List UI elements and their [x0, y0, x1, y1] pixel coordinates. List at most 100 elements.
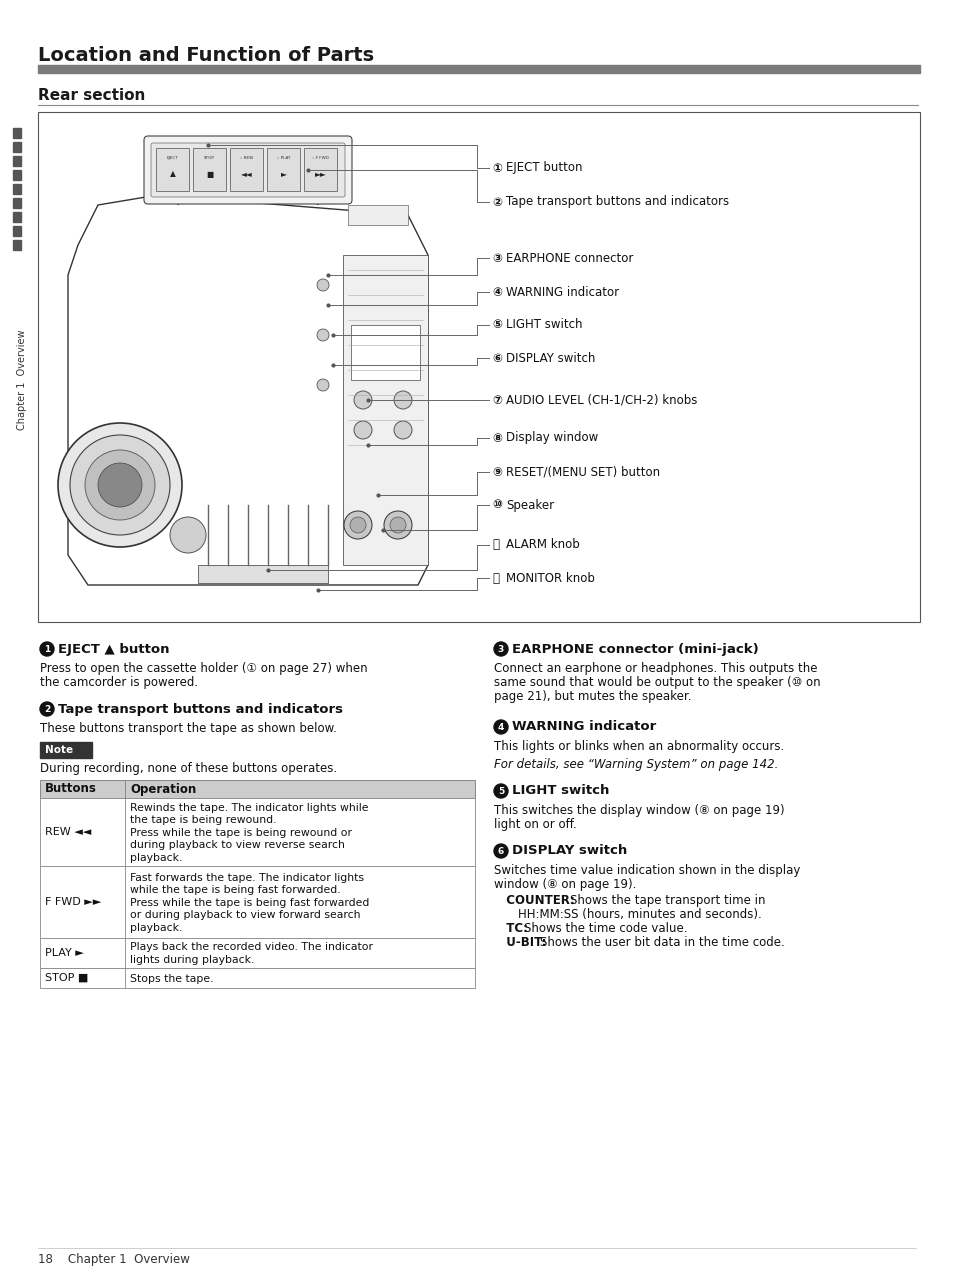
Bar: [13, 225, 21, 236]
Circle shape: [58, 423, 182, 547]
Text: while the tape is being fast forwarded.: while the tape is being fast forwarded.: [130, 885, 340, 896]
Text: ◦ F FWD: ◦ F FWD: [312, 155, 329, 161]
Text: Shows the tape transport time in: Shows the tape transport time in: [569, 894, 764, 907]
Bar: [13, 169, 21, 180]
Text: LIGHT switch: LIGHT switch: [505, 318, 582, 331]
Bar: [40, 741, 91, 758]
Bar: [40, 866, 475, 938]
Circle shape: [394, 391, 412, 409]
Text: DISPLAY switch: DISPLAY switch: [512, 845, 626, 857]
Text: 1: 1: [44, 645, 51, 654]
Bar: [40, 968, 475, 989]
Text: 6: 6: [497, 846, 503, 856]
Text: HH:MM:SS (hours, minutes and seconds).: HH:MM:SS (hours, minutes and seconds).: [517, 908, 760, 921]
Text: Press while the tape is being fast forwarded: Press while the tape is being fast forwa…: [130, 898, 369, 908]
Text: Operation: Operation: [130, 782, 196, 795]
Text: ⑧: ⑧: [492, 432, 501, 445]
Text: Plays back the recorded video. The indicator: Plays back the recorded video. The indic…: [130, 943, 373, 953]
Bar: [40, 938, 475, 968]
Circle shape: [494, 642, 507, 656]
Bar: [13, 211, 21, 222]
Bar: [267, 148, 299, 191]
Text: EARPHONE connector (mini-jack): EARPHONE connector (mini-jack): [512, 642, 758, 656]
Text: Display window: Display window: [505, 432, 598, 445]
Circle shape: [40, 642, 54, 656]
Bar: [13, 141, 21, 152]
Text: same sound that would be output to the speaker (⑩ on: same sound that would be output to the s…: [494, 676, 820, 689]
Bar: [348, 205, 408, 225]
Text: ⑫: ⑫: [492, 572, 498, 585]
Text: COUNTER:: COUNTER:: [497, 894, 574, 907]
Text: MONITOR knob: MONITOR knob: [505, 572, 595, 585]
Text: These buttons transport the tape as shown below.: These buttons transport the tape as show…: [40, 722, 336, 735]
Text: ►►: ►►: [314, 169, 326, 178]
Text: This switches the display window (⑧ on page 19): This switches the display window (⑧ on p…: [494, 804, 783, 817]
Bar: [156, 148, 189, 191]
Text: PLAY ►: PLAY ►: [45, 948, 84, 958]
Text: REW ◄◄: REW ◄◄: [45, 827, 91, 837]
Text: ⑤: ⑤: [492, 318, 501, 331]
Text: Shows the user bit data in the time code.: Shows the user bit data in the time code…: [539, 936, 784, 949]
Text: 2: 2: [44, 705, 51, 713]
Text: lights during playback.: lights during playback.: [130, 956, 254, 964]
Text: ▲: ▲: [170, 169, 175, 178]
Bar: [38, 65, 919, 73]
Bar: [38, 112, 919, 622]
Text: ⑩: ⑩: [492, 498, 501, 511]
Bar: [40, 780, 475, 798]
Text: Buttons: Buttons: [45, 782, 97, 795]
Text: ◄◄: ◄◄: [240, 169, 253, 178]
Circle shape: [390, 517, 406, 533]
Text: playback.: playback.: [130, 922, 182, 933]
Text: F FWD ►►: F FWD ►►: [45, 897, 101, 907]
Bar: [193, 148, 226, 191]
Text: STOP: STOP: [204, 155, 214, 161]
Text: Shows the time code value.: Shows the time code value.: [523, 922, 687, 935]
Text: TC:: TC:: [497, 922, 527, 935]
Bar: [13, 127, 21, 138]
Circle shape: [98, 462, 142, 507]
Text: ⑦: ⑦: [492, 394, 501, 406]
Text: During recording, none of these buttons operates.: During recording, none of these buttons …: [40, 762, 336, 775]
Text: ④: ④: [492, 285, 501, 298]
Polygon shape: [68, 195, 428, 585]
Text: ■: ■: [206, 169, 213, 178]
Text: 5: 5: [497, 786, 503, 795]
Text: Connect an earphone or headphones. This outputs the: Connect an earphone or headphones. This …: [494, 662, 817, 675]
Text: Switches time value indication shown in the display: Switches time value indication shown in …: [494, 864, 800, 877]
Text: AUDIO LEVEL (CH-1/CH-2) knobs: AUDIO LEVEL (CH-1/CH-2) knobs: [505, 394, 697, 406]
Text: RESET/(MENU SET) button: RESET/(MENU SET) button: [505, 465, 659, 479]
Bar: [13, 155, 21, 166]
Text: the camcorder is powered.: the camcorder is powered.: [40, 676, 198, 689]
Circle shape: [85, 450, 154, 520]
Text: ⑨: ⑨: [492, 465, 501, 479]
Bar: [198, 564, 328, 583]
FancyBboxPatch shape: [144, 136, 352, 204]
Circle shape: [354, 391, 372, 409]
Text: Tape transport buttons and indicators: Tape transport buttons and indicators: [505, 195, 728, 209]
Text: Tape transport buttons and indicators: Tape transport buttons and indicators: [58, 702, 343, 716]
Text: Press while the tape is being rewound or: Press while the tape is being rewound or: [130, 828, 352, 838]
Text: EJECT: EJECT: [167, 155, 178, 161]
Circle shape: [316, 378, 329, 391]
Text: Stops the tape.: Stops the tape.: [130, 973, 213, 984]
Text: Location and Function of Parts: Location and Function of Parts: [38, 46, 374, 65]
Text: 3: 3: [497, 645, 503, 654]
Text: or during playback to view forward search: or during playback to view forward searc…: [130, 910, 360, 920]
Text: ◦ PLAY: ◦ PLAY: [276, 155, 290, 161]
Circle shape: [494, 720, 507, 734]
Text: ①: ①: [492, 162, 501, 175]
Text: WARNING indicator: WARNING indicator: [512, 721, 656, 734]
Text: Rear section: Rear section: [38, 88, 145, 103]
Text: playback.: playback.: [130, 852, 182, 862]
Circle shape: [494, 784, 507, 798]
Text: For details, see “Warning System” on page 142.: For details, see “Warning System” on pag…: [494, 758, 778, 771]
Text: Rewinds the tape. The indicator lights while: Rewinds the tape. The indicator lights w…: [130, 803, 368, 813]
Text: U-BIT:: U-BIT:: [497, 936, 546, 949]
Circle shape: [354, 420, 372, 440]
Circle shape: [316, 279, 329, 290]
Text: ⑪: ⑪: [492, 539, 498, 552]
Text: ALARM knob: ALARM knob: [505, 539, 579, 552]
Circle shape: [70, 434, 170, 535]
Bar: [13, 197, 21, 208]
